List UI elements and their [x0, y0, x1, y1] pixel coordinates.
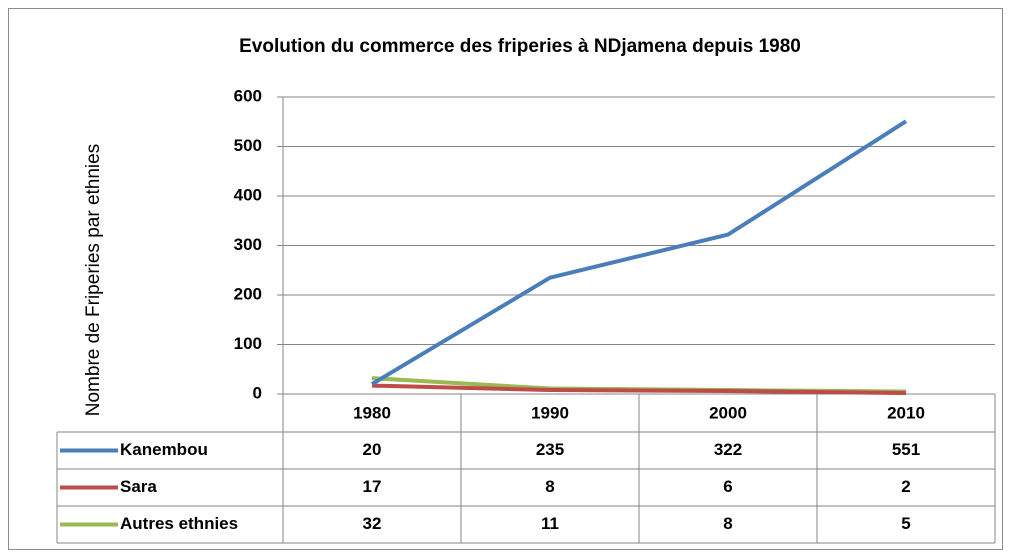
x-tick-label: 2010	[887, 403, 925, 422]
table-value: 17	[363, 477, 382, 496]
chart-title: Evolution du commerce des friperies à ND…	[239, 36, 801, 57]
y-tick-label: 500	[234, 136, 262, 155]
table-value: 5	[901, 514, 910, 533]
series-line	[370, 119, 908, 386]
table-value: 8	[723, 514, 732, 533]
legend-label: Autres ethnies	[120, 514, 238, 533]
table-value: 8	[545, 477, 554, 496]
y-tick-label: 300	[234, 235, 262, 254]
legend-label: Kanembou	[120, 440, 208, 459]
series-line	[371, 383, 907, 396]
table-value: 322	[714, 440, 742, 459]
table-value: 11	[541, 514, 559, 533]
x-tick-label: 2000	[709, 403, 747, 422]
table-value: 32	[363, 514, 382, 533]
table-value: 551	[892, 440, 920, 459]
table-value: 2	[901, 477, 910, 496]
table-value: 6	[723, 477, 732, 496]
legend-label: Sara	[120, 477, 157, 496]
y-axis-label: Nombre de Friperies par ethnies	[83, 144, 104, 416]
table-value: 20	[363, 440, 382, 459]
y-tick-label: 400	[234, 185, 262, 204]
y-tick-label: 100	[234, 334, 262, 353]
table-value: 235	[536, 440, 564, 459]
y-tick-label: 0	[253, 383, 262, 402]
x-tick-label: 1980	[353, 403, 391, 422]
y-tick-label: 200	[234, 284, 262, 303]
chart-border	[8, 8, 1003, 550]
y-tick-label: 600	[234, 86, 262, 105]
x-tick-label: 1990	[531, 403, 569, 422]
